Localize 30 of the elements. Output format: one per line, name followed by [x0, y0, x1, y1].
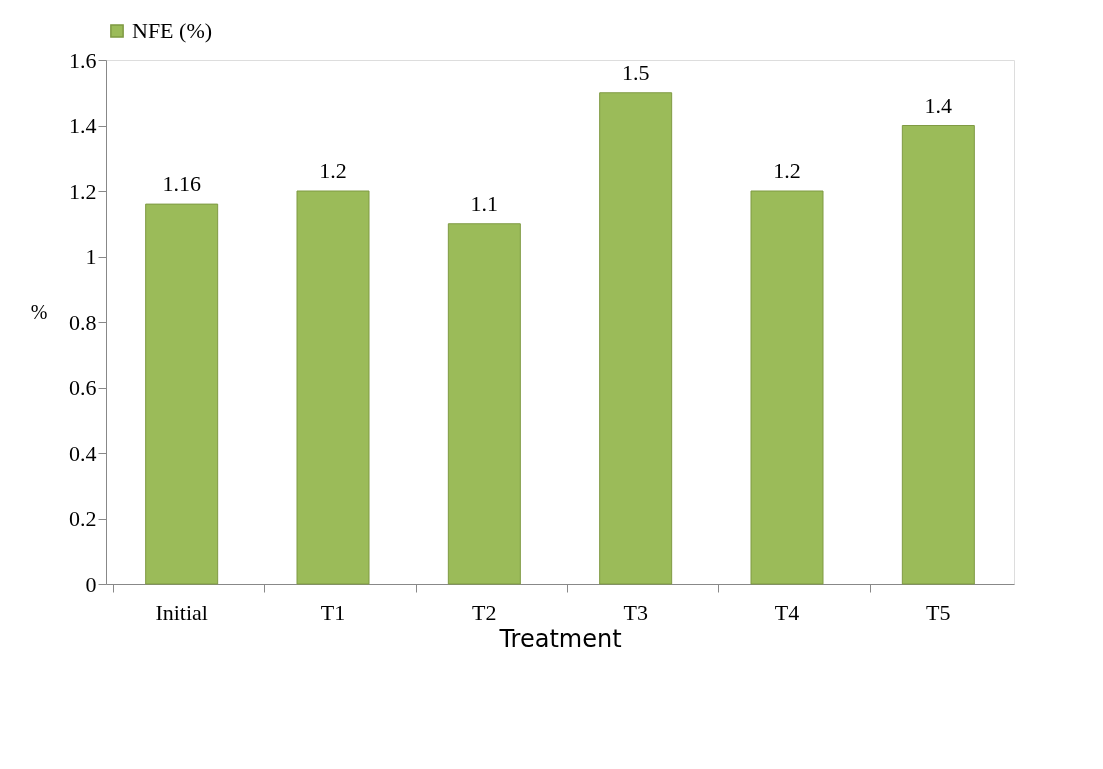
y-tick-label: 1: [85, 244, 97, 269]
x-tick-label: T4: [774, 599, 800, 625]
data-label: 1.5: [621, 59, 650, 85]
y-tick-label: 0.6: [69, 375, 97, 400]
y-tick-label: 0: [85, 571, 97, 597]
x-tick-label: T2: [472, 599, 497, 625]
bar: [599, 92, 673, 585]
x-axis-title: Treatment: [498, 624, 622, 653]
bar: [447, 223, 521, 585]
bar: [296, 190, 370, 585]
x-tick-label: T3: [623, 599, 648, 625]
x-tick-label: T5: [926, 599, 951, 625]
data-label: 1.4: [924, 92, 953, 118]
data-label: 1.1: [470, 190, 499, 216]
x-tick-label: T1: [320, 599, 346, 625]
y-axis-title: %: [30, 300, 48, 323]
x-tick-label: Initial: [155, 599, 208, 625]
y-tick-label: 1.4: [69, 113, 97, 138]
y-tick-label: 1.6: [69, 47, 97, 73]
data-label: 1.2: [773, 158, 801, 183]
y-tick-label: 0.2: [69, 506, 97, 531]
y-tick-label: 0.4: [69, 440, 97, 466]
bar: [145, 203, 219, 585]
data-label: 1.2: [319, 158, 347, 183]
y-tick-label: 0.8: [69, 309, 97, 335]
data-label: 1.16: [162, 171, 201, 197]
legend-label: NFE (%): [132, 18, 213, 43]
bar: [901, 125, 975, 585]
y-tick-label: 1.2: [69, 178, 97, 204]
bar: [750, 190, 824, 585]
